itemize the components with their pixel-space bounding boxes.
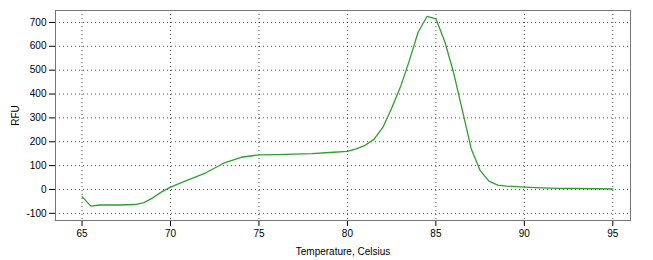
svg-text:95: 95 (607, 228, 619, 239)
svg-text:0: 0 (41, 184, 47, 195)
svg-text:90: 90 (519, 228, 531, 239)
svg-text:Temperature, Celsius: Temperature, Celsius (296, 246, 390, 257)
svg-text:75: 75 (253, 228, 265, 239)
svg-text:500: 500 (30, 64, 47, 75)
svg-text:700: 700 (30, 17, 47, 28)
svg-text:-100: -100 (26, 208, 46, 219)
svg-text:100: 100 (30, 160, 47, 171)
svg-text:80: 80 (342, 228, 354, 239)
svg-text:70: 70 (165, 228, 177, 239)
svg-text:300: 300 (30, 112, 47, 123)
svg-text:65: 65 (76, 228, 88, 239)
svg-text:400: 400 (30, 88, 47, 99)
svg-text:RFU: RFU (10, 105, 21, 126)
svg-text:85: 85 (430, 228, 442, 239)
svg-text:600: 600 (30, 40, 47, 51)
svg-text:200: 200 (30, 136, 47, 147)
